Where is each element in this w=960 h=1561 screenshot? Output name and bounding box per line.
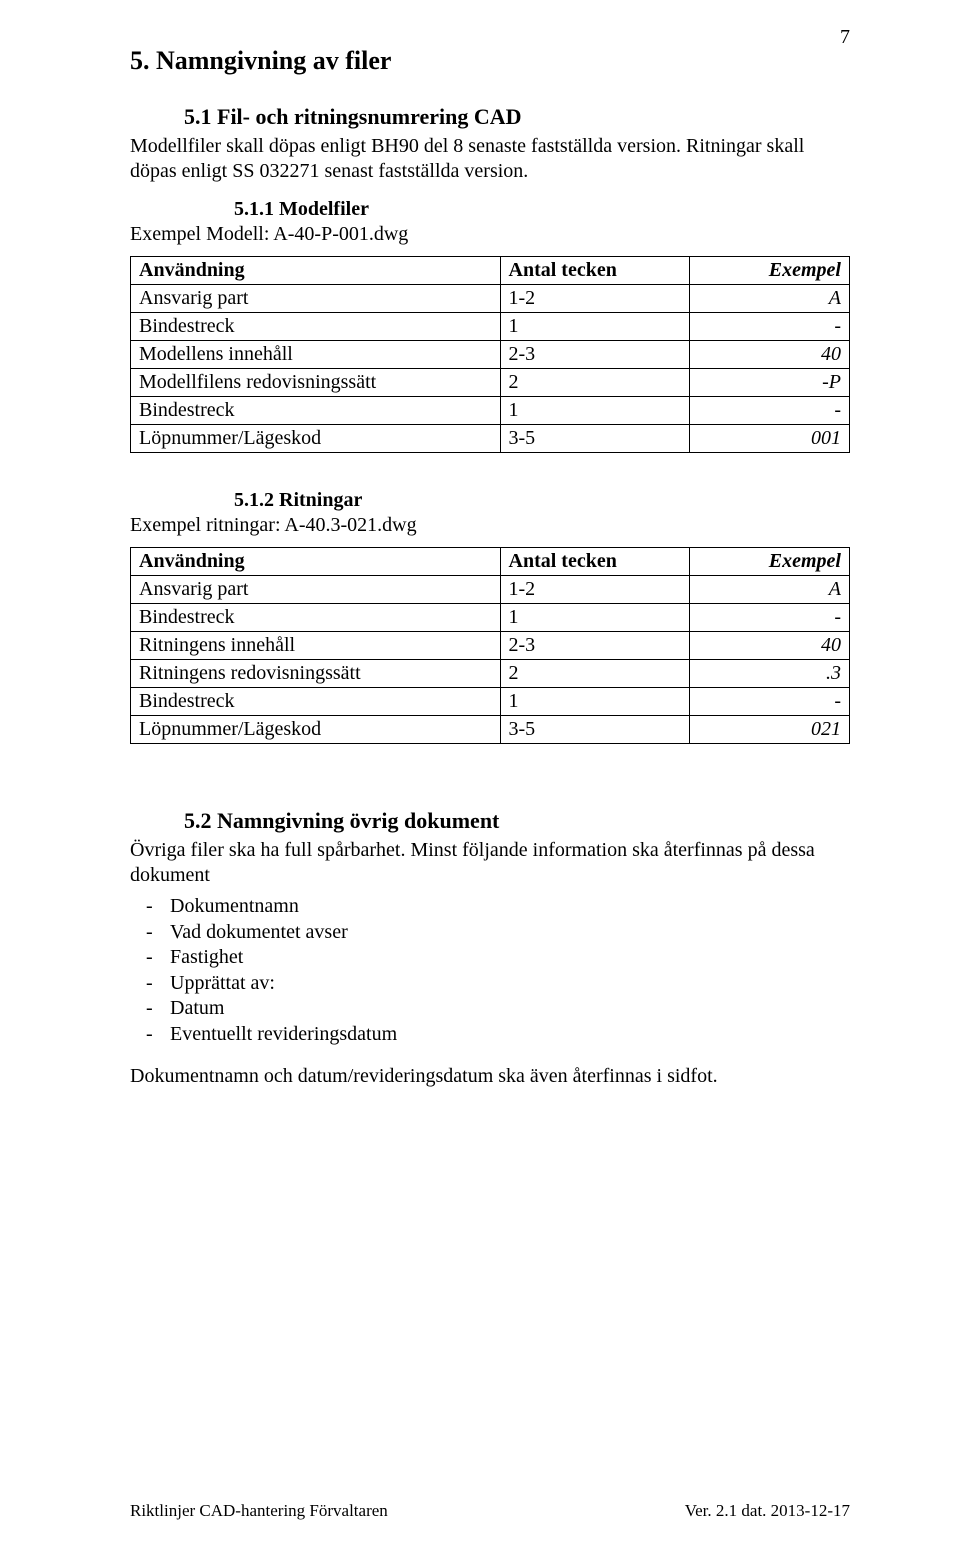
table-modelfiler: Användning Antal tecken Exempel Ansvarig… (130, 256, 850, 453)
heading-5: 5. Namngivning av filer (130, 46, 850, 76)
table-cell: - (690, 313, 850, 341)
table-cell: 3-5 (500, 716, 690, 744)
table-cell: Bindestreck (131, 397, 501, 425)
table-cell: Bindestreck (131, 604, 501, 632)
table-cell: 1 (500, 604, 690, 632)
paragraph-5-2-intro: Övriga filer ska ha full spårbarhet. Min… (130, 838, 850, 888)
heading-5-1: 5.1 Fil- och ritningsnumrering CAD (184, 104, 850, 130)
table-cell: 1 (500, 313, 690, 341)
table-row: Ansvarig part1-2A (131, 576, 850, 604)
table-cell: 1 (500, 688, 690, 716)
table-row: Löpnummer/Lägeskod3-5021 (131, 716, 850, 744)
page-footer: Riktlinjer CAD-hantering Förvaltaren Ver… (130, 1501, 850, 1521)
table-cell: Modellfilens redovisningssätt (131, 369, 501, 397)
table-cell: 1 (500, 397, 690, 425)
table-cell: 021 (690, 716, 850, 744)
table-cell: 1-2 (500, 285, 690, 313)
table-header-row: Användning Antal tecken Exempel (131, 257, 850, 285)
heading-5-2: 5.2 Namngivning övrig dokument (184, 808, 850, 834)
table-cell: 2 (500, 660, 690, 688)
table-cell: .3 (690, 660, 850, 688)
table-cell: 2-3 (500, 632, 690, 660)
heading-5-1-2: 5.1.2 Ritningar (234, 489, 850, 512)
table-cell: Bindestreck (131, 688, 501, 716)
table-body: Ansvarig part1-2ABindestreck1-Modellens … (131, 285, 850, 453)
table-cell: 1-2 (500, 576, 690, 604)
table-row: Modellens innehåll2-340 (131, 341, 850, 369)
table-ritningar: Användning Antal tecken Exempel Ansvarig… (130, 547, 850, 744)
table-cell: Ansvarig part (131, 285, 501, 313)
list-item: Vad dokumentet avser (130, 920, 850, 946)
table-cell: Löpnummer/Lägeskod (131, 716, 501, 744)
paragraph-5-1: Modellfiler skall döpas enligt BH90 del … (130, 134, 850, 184)
table-body: Ansvarig part1-2ABindestreck1-Ritningens… (131, 576, 850, 744)
list-item: Datum (130, 996, 850, 1022)
table-cell: Modellens innehåll (131, 341, 501, 369)
table-header: Användning (131, 257, 501, 285)
table-cell: 2 (500, 369, 690, 397)
table-header: Exempel (690, 257, 850, 285)
table-row: Ritningens redovisningssätt2.3 (131, 660, 850, 688)
example-modell: Exempel Modell: A-40-P-001.dwg (130, 223, 850, 246)
table-row: Modellfilens redovisningssätt2-P (131, 369, 850, 397)
table-row: Bindestreck1- (131, 688, 850, 716)
table-cell: 40 (690, 632, 850, 660)
table-header: Antal tecken (500, 257, 690, 285)
table-cell: 001 (690, 425, 850, 453)
table-cell: 3-5 (500, 425, 690, 453)
table-cell: Ritningens innehåll (131, 632, 501, 660)
table-header: Antal tecken (500, 548, 690, 576)
table-header: Exempel (690, 548, 850, 576)
table-cell: 40 (690, 341, 850, 369)
table-cell: Ansvarig part (131, 576, 501, 604)
table-cell: Ritningens redovisningssätt (131, 660, 501, 688)
table-cell: - (690, 688, 850, 716)
table-cell: 2-3 (500, 341, 690, 369)
table-row: Ritningens innehåll2-340 (131, 632, 850, 660)
table-cell: Bindestreck (131, 313, 501, 341)
table-cell: -P (690, 369, 850, 397)
footer-right: Ver. 2.1 dat. 2013-12-17 (685, 1501, 850, 1521)
table-header-row: Användning Antal tecken Exempel (131, 548, 850, 576)
page-number: 7 (840, 26, 850, 49)
table-cell: Löpnummer/Lägeskod (131, 425, 501, 453)
list-item: Eventuellt revideringsdatum (130, 1022, 850, 1048)
table-row: Bindestreck1- (131, 397, 850, 425)
table-cell: A (690, 576, 850, 604)
table-row: Bindestreck1- (131, 604, 850, 632)
requirement-list: DokumentnamnVad dokumentet avserFastighe… (130, 894, 850, 1048)
table-header: Användning (131, 548, 501, 576)
paragraph-5-2-footer-note: Dokumentnamn och datum/revideringsdatum … (130, 1064, 850, 1089)
table-cell: A (690, 285, 850, 313)
table-cell: - (690, 604, 850, 632)
table-cell: - (690, 397, 850, 425)
table-row: Löpnummer/Lägeskod3-5001 (131, 425, 850, 453)
table-row: Bindestreck1- (131, 313, 850, 341)
example-ritningar: Exempel ritningar: A-40.3-021.dwg (130, 514, 850, 537)
list-item: Upprättat av: (130, 971, 850, 997)
list-item: Dokumentnamn (130, 894, 850, 920)
table-row: Ansvarig part1-2A (131, 285, 850, 313)
list-item: Fastighet (130, 945, 850, 971)
footer-left: Riktlinjer CAD-hantering Förvaltaren (130, 1501, 388, 1521)
page: 7 5. Namngivning av filer 5.1 Fil- och r… (0, 0, 960, 1561)
heading-5-1-1: 5.1.1 Modelfiler (234, 198, 850, 221)
